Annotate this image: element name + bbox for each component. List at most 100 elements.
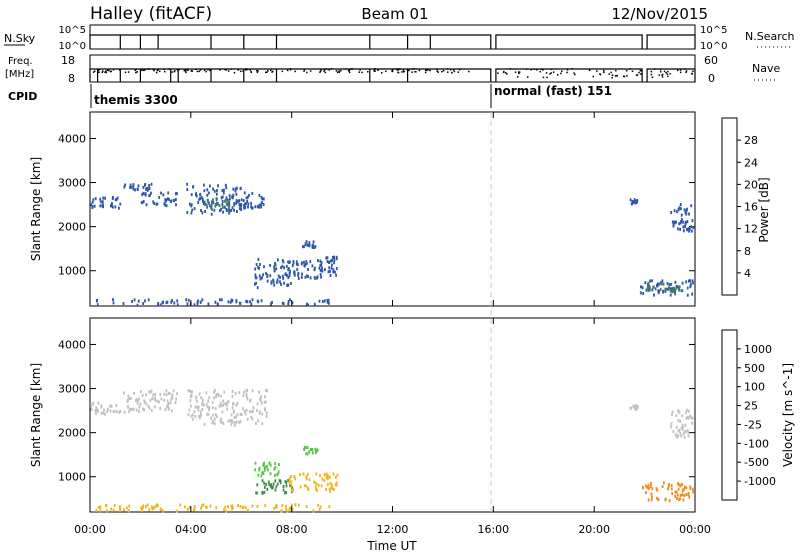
- power-data-point: [144, 299, 146, 303]
- velocity-data-point: [306, 473, 309, 477]
- velocity-data-point: [205, 506, 208, 509]
- velocity-data-point: [208, 396, 211, 400]
- power-data-point: [673, 209, 676, 213]
- power-data-point: [231, 206, 234, 210]
- power-data-point: [282, 302, 285, 305]
- velocity-data-point: [285, 491, 288, 494]
- nave-point: [385, 70, 387, 73]
- velocity-data-point: [194, 415, 197, 419]
- velocity-data-point: [290, 480, 293, 484]
- power-data-point: [262, 197, 265, 201]
- velocity-data-point: [293, 475, 296, 478]
- power-data-point: [295, 260, 298, 264]
- power-data-point: [330, 266, 333, 270]
- power-data-point: [122, 302, 125, 306]
- power-data-point: [284, 272, 287, 276]
- velocity-data-point: [269, 472, 272, 476]
- power-data-point: [261, 201, 263, 204]
- velocity-data-point: [282, 485, 285, 488]
- nave-point: [611, 74, 614, 76]
- nave-point: [692, 70, 694, 72]
- freq-panel: Freq. [MHz] 18 8 60 0 Nave: [5, 54, 780, 85]
- velocity-data-point: [675, 425, 678, 429]
- velocity-data-point: [215, 506, 218, 510]
- power-data-point: [192, 185, 195, 189]
- velocity-data-point: [651, 487, 654, 491]
- power-data-point: [635, 199, 638, 203]
- nave-point: [653, 68, 656, 70]
- nave-point: [397, 68, 400, 71]
- velocity-data-point: [102, 411, 105, 415]
- velocity-data-point: [234, 391, 237, 395]
- velocity-data-point: [329, 481, 332, 485]
- velocity-data-point: [264, 400, 267, 404]
- power-data-point: [279, 275, 281, 279]
- velocity-data-point: [277, 470, 280, 474]
- velocity-data-point: [269, 463, 272, 467]
- xtick-label: 00:00: [74, 523, 106, 536]
- power-data-point: [658, 282, 661, 286]
- nave-point: [134, 69, 137, 72]
- power-data-point: [255, 281, 258, 285]
- velocity-data-point: [264, 485, 266, 489]
- velocity-data-point: [282, 488, 285, 492]
- power-data-point: [686, 293, 689, 297]
- velocity-data-point: [192, 508, 195, 512]
- velocity-data-point: [112, 409, 115, 413]
- power-data-point: [652, 285, 655, 289]
- velocity-data-point: [274, 488, 277, 492]
- power-data-point: [677, 227, 679, 231]
- velocity-data-point: [305, 452, 308, 456]
- power-data-point: [273, 283, 276, 287]
- power-data-point: [112, 301, 115, 305]
- velocity-data-point: [245, 394, 248, 398]
- power-data-point: [153, 202, 156, 205]
- power-data-point: [289, 298, 291, 302]
- velocity-data-point: [123, 391, 125, 395]
- power-data-point: [172, 199, 175, 202]
- velocity-data-point: [176, 509, 178, 513]
- power-data-point: [691, 279, 694, 283]
- power-data-point: [104, 196, 106, 200]
- nave-point: [246, 68, 249, 71]
- power-data-point: [200, 195, 203, 199]
- nave-point: [391, 69, 394, 71]
- power-data-point: [259, 262, 261, 266]
- power-data-point: [204, 210, 206, 213]
- power-data-point: [689, 279, 691, 283]
- power-data-point: [679, 203, 682, 206]
- velocity-data-point: [264, 504, 267, 507]
- nave-point: [638, 71, 640, 74]
- power-data-point: [203, 200, 206, 204]
- velocity-data-point: [184, 505, 186, 509]
- velocity-data-point: [677, 487, 680, 491]
- velocity-data-point: [236, 402, 239, 405]
- velocity-data-point: [189, 395, 192, 399]
- velocity-data-point: [129, 407, 131, 411]
- power-colorbar-tick-label: 24: [744, 156, 758, 169]
- velocity-data-point: [222, 403, 225, 407]
- nave-point: [93, 70, 96, 72]
- power-data-point: [110, 203, 113, 207]
- velocity-data-point: [263, 481, 265, 485]
- power-data-point: [680, 207, 682, 211]
- velocity-data-point: [206, 405, 209, 409]
- power-colorbar-tick-label: 4: [744, 267, 751, 280]
- nave-tick-top: 60: [704, 54, 718, 67]
- power-data-point: [201, 197, 204, 201]
- velocity-data-point: [642, 485, 644, 489]
- power-data-point: [229, 300, 232, 304]
- velocity-data-point: [220, 394, 223, 398]
- velocity-data-point: [172, 389, 175, 393]
- velocity-data-point: [239, 420, 242, 424]
- power-data-point: [137, 299, 140, 303]
- power-data-point: [319, 272, 322, 276]
- power-data-point: [227, 198, 229, 202]
- velocity-data-point: [233, 423, 236, 427]
- velocity-data-point: [683, 487, 685, 491]
- velocity-data-point: [242, 394, 245, 398]
- power-data-point: [231, 299, 234, 302]
- velocity-data-point: [163, 392, 166, 396]
- velocity-data-point: [201, 503, 204, 507]
- velocity-data-point: [311, 448, 314, 452]
